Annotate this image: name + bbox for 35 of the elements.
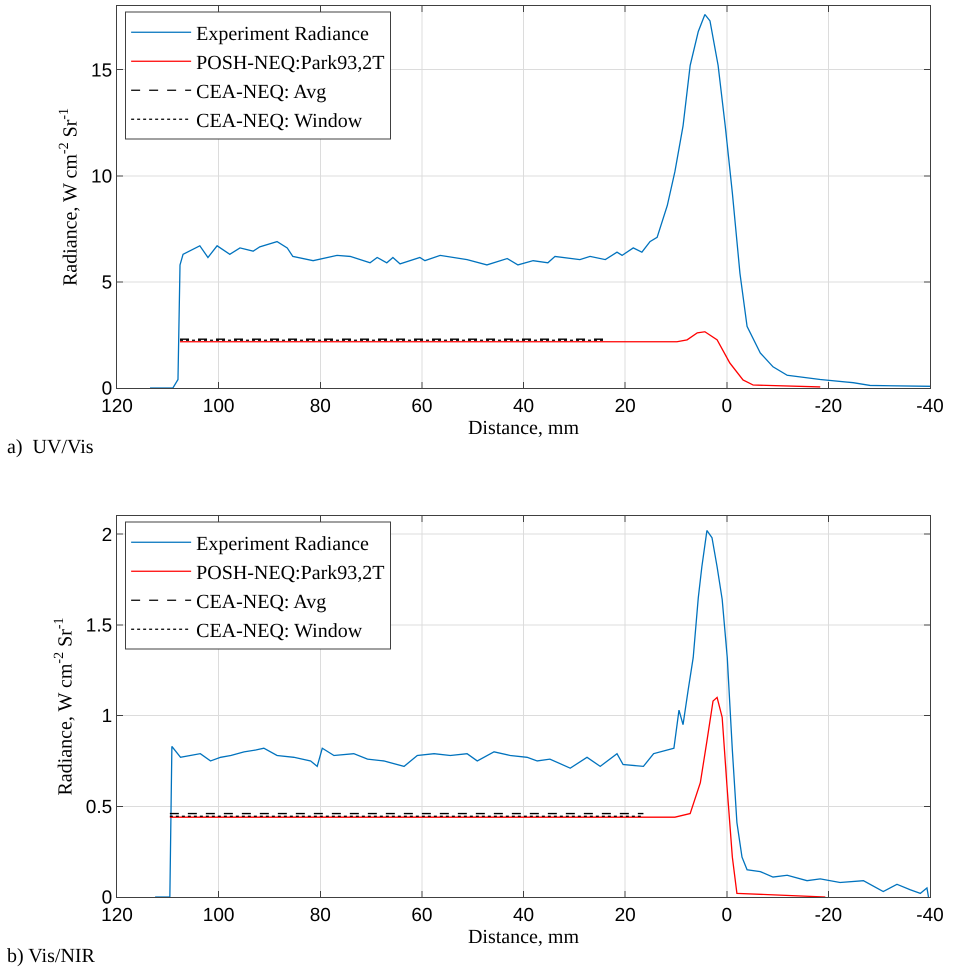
x-tick-label: 20	[614, 904, 636, 926]
x-tick-label: -20	[814, 904, 842, 926]
y-tick-label: 15	[91, 60, 112, 82]
y-tick-label: 2	[102, 524, 112, 546]
text: b) Vis/NIR	[7, 945, 96, 967]
legend-label: CEA-NEQ: Window	[196, 110, 363, 132]
x-tick-label: 0	[721, 396, 732, 417]
legend-label: Experiment Radiance	[196, 533, 369, 556]
legend-label: CEA-NEQ: Avg	[196, 591, 326, 614]
x-tick-label: 100	[202, 904, 234, 926]
legend-label: Experiment Radiance	[196, 23, 369, 46]
x-axis-title: Distance, mm	[468, 416, 580, 439]
y-tick-label: 0.5	[86, 796, 112, 818]
x-tick-label: 0	[721, 904, 732, 926]
x-axis-title: Distance, mm	[468, 926, 580, 948]
x-tick-label: 80	[310, 396, 331, 417]
x-tick-label: -20	[814, 396, 842, 417]
legend-label: CEA-NEQ: Window	[196, 620, 363, 642]
legend-label: POSH-NEQ:Park93,2T	[196, 52, 384, 74]
x-tick-label: -40	[916, 396, 944, 417]
x-tick-label: 40	[512, 396, 534, 417]
x-tick-label: 60	[411, 904, 432, 926]
x-tick-label: 80	[310, 904, 331, 926]
x-tick-label: 60	[411, 396, 432, 417]
legend-label: POSH-NEQ:Park93,2T	[196, 562, 384, 584]
y-tick-label: 1	[102, 706, 112, 728]
x-tick-label: 100	[202, 396, 234, 417]
y-tick-label: 10	[91, 166, 112, 188]
x-tick-label: -40	[916, 904, 944, 926]
legend-label: CEA-NEQ: Avg	[196, 81, 326, 104]
text: a) UV/Vis	[7, 436, 94, 458]
x-tick-label: 40	[512, 904, 534, 926]
x-tick-label: 20	[614, 396, 636, 417]
y-tick-label: 1.5	[86, 616, 112, 637]
y-tick-label: 5	[102, 272, 112, 294]
